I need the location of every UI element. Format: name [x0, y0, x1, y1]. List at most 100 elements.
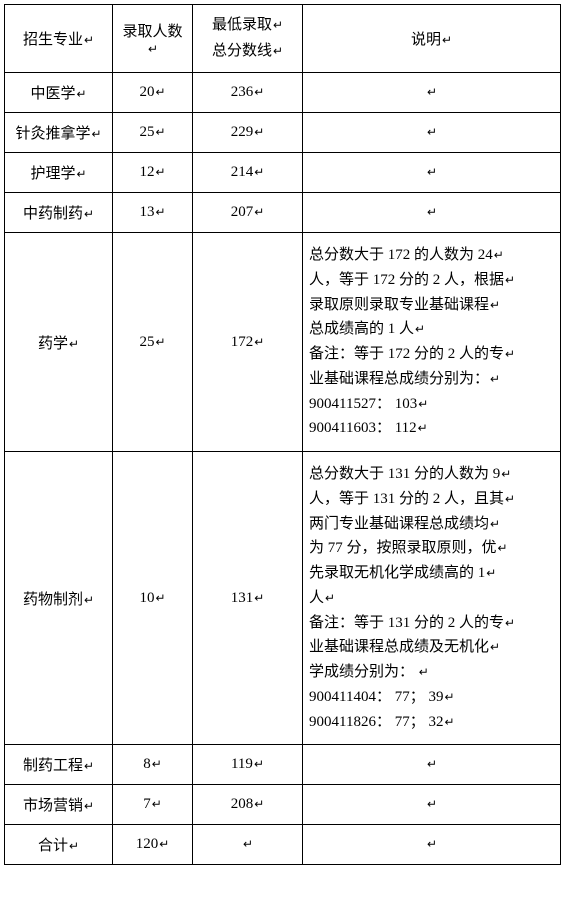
count-text: 25 [139, 124, 154, 140]
score-text: 236 [231, 84, 254, 100]
note-line-text: 人 [309, 590, 324, 606]
table-row: 药学↵25↵172↵总分数大于 172 的人数为 24↵人，等于 172 分的 … [5, 233, 561, 452]
enter-icon: ↵ [505, 490, 515, 510]
note-line: 录取原则录取专业基础课程↵ [309, 293, 556, 318]
score-text: 214 [231, 164, 254, 180]
enter-icon: ↵ [243, 837, 253, 851]
count-text: 8 [143, 756, 151, 772]
header-major: 招生专业↵ [5, 5, 113, 73]
cell-score: 131↵ [193, 452, 303, 745]
note-line-text: 两门专业基础课程总成绩均 [309, 516, 489, 532]
enter-icon: ↵ [490, 638, 500, 658]
table-row: 药物制剂↵10↵131↵总分数大于 131 分的人数为 9↵人，等于 131 分… [5, 452, 561, 745]
note-line: 人↵ [309, 586, 556, 611]
enter-icon: ↵ [84, 799, 94, 813]
header-score-line2: 总分数线 [212, 43, 272, 59]
enter-icon: ↵ [155, 335, 165, 349]
enter-icon: ↵ [76, 87, 86, 101]
note-line-text: 业基础课程总成绩及无机化 [309, 639, 489, 655]
header-count: 录取人数↵ [113, 5, 193, 73]
note-line-text: 人，等于 131 分的 2 人，且其 [309, 491, 504, 507]
cell-major: 针灸推拿学↵ [5, 113, 113, 153]
enter-icon: ↵ [444, 688, 454, 708]
note-line-text: 900411826： 77； 32 [309, 714, 443, 730]
enter-icon: ↵ [325, 589, 335, 609]
note-line: 总分数大于 172 的人数为 24↵ [309, 243, 556, 268]
cell-note: ↵ [303, 193, 561, 233]
enter-icon: ↵ [254, 205, 264, 219]
enter-icon: ↵ [498, 539, 508, 559]
cell-score: 119↵ [193, 745, 303, 785]
cell-major: 合计↵ [5, 825, 113, 865]
enter-icon: ↵ [505, 271, 515, 291]
cell-major: 市场营销↵ [5, 785, 113, 825]
count-text: 13 [139, 204, 154, 220]
note-line-text: 为 77 分，按照录取原则，优 [309, 540, 497, 556]
count-text: 120 [136, 836, 159, 852]
admissions-table: 招生专业↵ 录取人数↵ 最低录取↵ 总分数线↵ 说明↵ 中医学↵20↵236↵↵… [4, 4, 561, 865]
note-line: 为 77 分，按照录取原则，优↵ [309, 536, 556, 561]
note-line: 备注：等于 131 分的 2 人的专↵ [309, 611, 556, 636]
cell-score: 172↵ [193, 233, 303, 452]
enter-icon: ↵ [84, 759, 94, 773]
enter-icon: ↵ [159, 837, 169, 851]
enter-icon: ↵ [505, 614, 515, 634]
note-line: 两门专业基础课程总成绩均↵ [309, 512, 556, 537]
major-text: 市场营销 [23, 798, 83, 814]
enter-icon: ↵ [152, 797, 162, 811]
cell-count: 25↵ [113, 233, 193, 452]
cell-score: 214↵ [193, 153, 303, 193]
cell-note: ↵ [303, 785, 561, 825]
note-line: 先录取无机化学成绩高的 1↵ [309, 561, 556, 586]
cell-major: 中医学↵ [5, 73, 113, 113]
enter-icon: ↵ [254, 757, 264, 771]
major-text: 制药工程 [23, 758, 83, 774]
enter-icon: ↵ [84, 593, 94, 607]
note-line-text: 总分数大于 172 的人数为 24 [309, 247, 493, 263]
table-row: 中医学↵20↵236↵↵ [5, 73, 561, 113]
cell-count: 25↵ [113, 113, 193, 153]
note-line: 人，等于 131 分的 2 人，且其↵ [309, 487, 556, 512]
cell-count: 13↵ [113, 193, 193, 233]
enter-icon: ↵ [254, 85, 264, 99]
major-text: 药学 [38, 336, 68, 352]
note-line: 业基础课程总成绩分别为：↵ [309, 367, 556, 392]
enter-icon: ↵ [427, 85, 437, 99]
enter-icon: ↵ [494, 246, 504, 266]
count-text: 12 [139, 164, 154, 180]
cell-major: 药学↵ [5, 233, 113, 452]
enter-icon: ↵ [254, 125, 264, 139]
note-line-text: 总成绩高的 1 人 [309, 321, 414, 337]
enter-icon: ↵ [427, 125, 437, 139]
cell-count: 8↵ [113, 745, 193, 785]
score-text: 229 [231, 124, 254, 140]
cell-note: ↵ [303, 745, 561, 785]
cell-score: 208↵ [193, 785, 303, 825]
cell-major: 护理学↵ [5, 153, 113, 193]
cell-count: 10↵ [113, 452, 193, 745]
cell-note: 总分数大于 172 的人数为 24↵人，等于 172 分的 2 人，根据↵录取原… [303, 233, 561, 452]
enter-icon: ↵ [442, 33, 452, 47]
major-text: 中医学 [30, 86, 75, 102]
enter-icon: ↵ [155, 85, 165, 99]
enter-icon: ↵ [427, 837, 437, 851]
cell-note: ↵ [303, 113, 561, 153]
table-row: 针灸推拿学↵25↵229↵↵ [5, 113, 561, 153]
header-major-text: 招生专业 [23, 32, 83, 48]
enter-icon: ↵ [254, 335, 264, 349]
enter-icon: ↵ [486, 564, 496, 584]
enter-icon: ↵ [419, 663, 429, 683]
enter-icon: ↵ [155, 125, 165, 139]
enter-icon: ↵ [444, 713, 454, 733]
enter-icon: ↵ [155, 165, 165, 179]
enter-icon: ↵ [254, 591, 264, 605]
enter-icon: ↵ [501, 465, 511, 485]
enter-icon: ↵ [76, 167, 86, 181]
note-line-text: 900411404： 77； 39 [309, 689, 443, 705]
cell-count: 7↵ [113, 785, 193, 825]
note-content: 总分数大于 131 分的人数为 9↵人，等于 131 分的 2 人，且其↵两门专… [309, 458, 556, 738]
note-line: 业基础课程总成绩及无机化↵ [309, 635, 556, 660]
score-text: 208 [231, 796, 254, 812]
cell-note: ↵ [303, 153, 561, 193]
enter-icon: ↵ [254, 165, 264, 179]
